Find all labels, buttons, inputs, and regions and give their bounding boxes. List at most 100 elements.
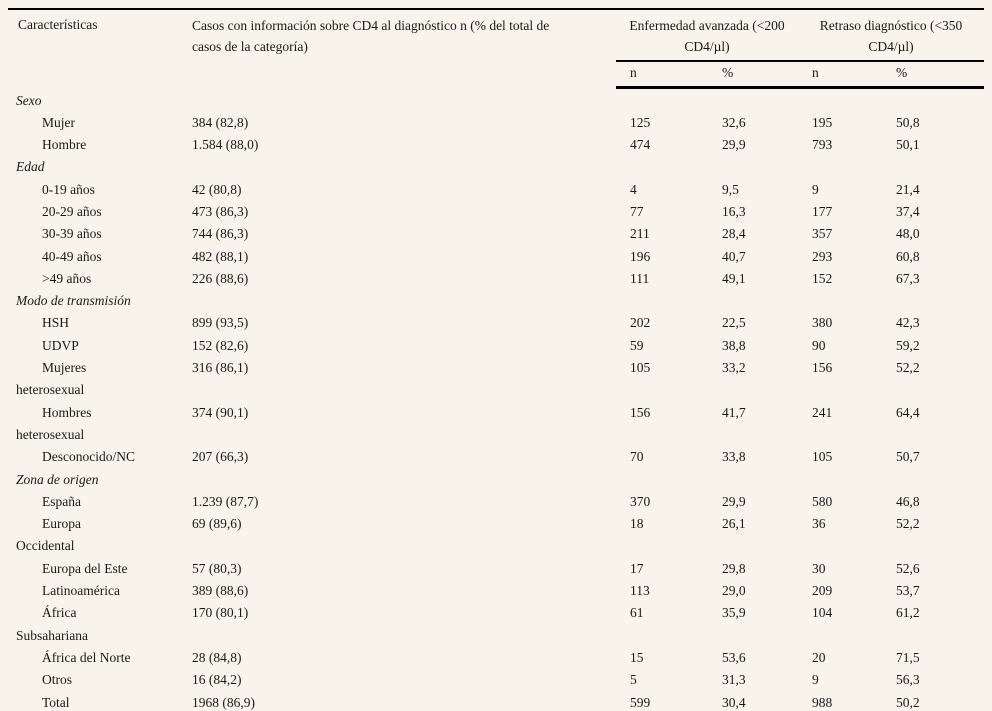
category-row: Sexo [8, 88, 984, 112]
n-advanced-cell: 125 [630, 114, 651, 130]
pct-advanced-cell: 31,3 [722, 672, 746, 688]
table-body: Sexo Mujer 384 (82,8) 125 32,6 195 50,8 Hombre 1… [8, 88, 984, 711]
cases-cell [180, 156, 616, 178]
pct-advanced-cell: 49,1 [722, 270, 746, 286]
table-row: UDVP 152 (82,6) 59 38,8 90 59,2 [8, 335, 984, 357]
n-advanced-cell: 59 [630, 337, 644, 353]
pct-late-cell: 61,2 [896, 605, 920, 621]
n-advanced-cell: 599 [630, 694, 651, 710]
n-late-cell: 580 [812, 493, 833, 509]
row-label: Latinoamérica [42, 583, 120, 599]
cases-cell [180, 88, 616, 112]
pct-advanced-cell: 33,2 [722, 360, 746, 376]
n-late-cell: 152 [812, 270, 833, 286]
pct-late-cell [882, 469, 984, 491]
table-row: Total 1968 (86,9) 599 30,4 988 50,2 [8, 692, 984, 711]
n-advanced-cell [616, 469, 708, 491]
cases-cell: 226 (88,6) [192, 270, 249, 286]
n-late-cell [798, 88, 882, 112]
cases-cell: 316 (86,1) [192, 360, 249, 376]
header-characteristics: Características [18, 17, 98, 32]
cases-cell: 207 (66,3) [192, 449, 249, 465]
table-header: Características Casos con información so… [8, 9, 985, 89]
pct-advanced-cell [708, 469, 798, 491]
pct-late-cell: 56,3 [896, 672, 920, 688]
pct-late-cell: 52,2 [896, 360, 920, 376]
cases-cell: 384 (82,8) [192, 114, 249, 130]
n-late-cell: 293 [812, 248, 833, 264]
n-late-cell: 177 [812, 203, 833, 219]
n-late-cell: 793 [812, 137, 833, 153]
n-advanced-cell: 105 [630, 360, 651, 376]
row-label: Europa Occidental [16, 516, 81, 554]
subheader-pct-advanced: % [708, 61, 799, 89]
cases-cell: 57 (80,3) [192, 560, 242, 576]
pct-advanced-cell: 16,3 [722, 203, 746, 219]
header-group-late-diagnosis: Retraso diagnóstico (<350 CD4/µl) [798, 9, 985, 62]
cases-cell [180, 469, 616, 491]
n-advanced-cell: 17 [630, 560, 644, 576]
table-row: >49 años 226 (88,6) 111 49,1 152 67,3 [8, 268, 984, 290]
row-label: HSH [42, 315, 70, 331]
cases-cell: 482 (88,1) [192, 248, 249, 264]
table-row: Europa Occidental 69 (89,6) 18 26,1 36 52,2 [8, 513, 984, 558]
category-row: Zona de origen [8, 469, 984, 491]
n-advanced-cell: 111 [630, 270, 650, 286]
pct-late-cell: 60,8 [896, 248, 920, 264]
row-label: Sexo [16, 92, 42, 108]
row-label: Modo de transmisión [16, 293, 131, 309]
pct-advanced-cell [708, 88, 798, 112]
pct-advanced-cell: 32,6 [722, 114, 746, 130]
row-label: 20-29 años [42, 203, 102, 219]
n-late-cell: 209 [812, 583, 833, 599]
row-label: Edad [16, 159, 45, 175]
n-advanced-cell: 113 [630, 583, 650, 599]
cases-cell: 170 (80,1) [192, 605, 249, 621]
n-advanced-cell: 196 [630, 248, 651, 264]
pct-late-cell: 52,2 [896, 516, 920, 532]
pct-advanced-cell: 41,7 [722, 404, 746, 420]
pct-advanced-cell: 30,4 [722, 694, 746, 710]
table-row: Mujeres heterosexual 316 (86,1) 105 33,2 156… [8, 357, 984, 402]
row-label: Otros [42, 672, 72, 688]
pct-late-cell: 46,8 [896, 493, 920, 509]
n-late-cell: 241 [812, 404, 833, 420]
row-label: 40-49 años [42, 248, 102, 264]
pct-late-cell: 50,1 [896, 137, 920, 153]
row-label: Desconocido/NC [42, 449, 135, 465]
n-advanced-cell: 77 [630, 203, 644, 219]
category-row: Edad [8, 156, 984, 178]
n-advanced-cell: 4 [630, 181, 637, 197]
pct-late-cell: 50,8 [896, 114, 920, 130]
cases-cell: 473 (86,3) [192, 203, 249, 219]
row-label: Zona de origen [16, 471, 99, 487]
pct-late-cell: 50,2 [896, 694, 920, 710]
cases-cell: 374 (90,1) [192, 404, 249, 420]
pct-advanced-cell: 53,6 [722, 649, 746, 665]
table-row: 40-49 años 482 (88,1) 196 40,7 293 60,8 [8, 246, 984, 268]
cases-cell: 152 (82,6) [192, 337, 249, 353]
cases-cell: 42 (80,8) [192, 181, 242, 197]
n-late-cell: 20 [812, 649, 826, 665]
n-late-cell: 30 [812, 560, 826, 576]
table-row: 0-19 años 42 (80,8) 4 9,5 9 21,4 [8, 179, 984, 201]
cases-cell: 16 (84,2) [192, 672, 242, 688]
pct-advanced-cell [708, 290, 798, 312]
pct-advanced-cell: 33,8 [722, 449, 746, 465]
table-row: África del Norte 28 (84,8) 15 53,6 20 71,5 [8, 647, 984, 669]
pct-late-cell: 37,4 [896, 203, 920, 219]
pct-advanced-cell: 29,8 [722, 560, 746, 576]
table-row: Latinoamérica 389 (88,6) 113 29,0 209 53,7 [8, 580, 984, 602]
category-row: Modo de transmisión [8, 290, 984, 312]
cases-cell: 1.584 (88,0) [192, 137, 259, 153]
n-late-cell [798, 156, 882, 178]
table-row: Europa del Este 57 (80,3) 17 29,8 30 52,6 [8, 558, 984, 580]
n-late-cell: 156 [812, 360, 833, 376]
row-label: Europa del Este [42, 560, 128, 576]
table-row: HSH 899 (93,5) 202 22,5 380 42,3 [8, 312, 984, 334]
cases-cell: 389 (88,6) [192, 583, 249, 599]
table-row: África Subsahariana 170 (80,1) 61 35,9 104 61… [8, 602, 984, 647]
n-late-cell: 357 [812, 226, 833, 242]
n-late-cell: 9 [812, 181, 819, 197]
